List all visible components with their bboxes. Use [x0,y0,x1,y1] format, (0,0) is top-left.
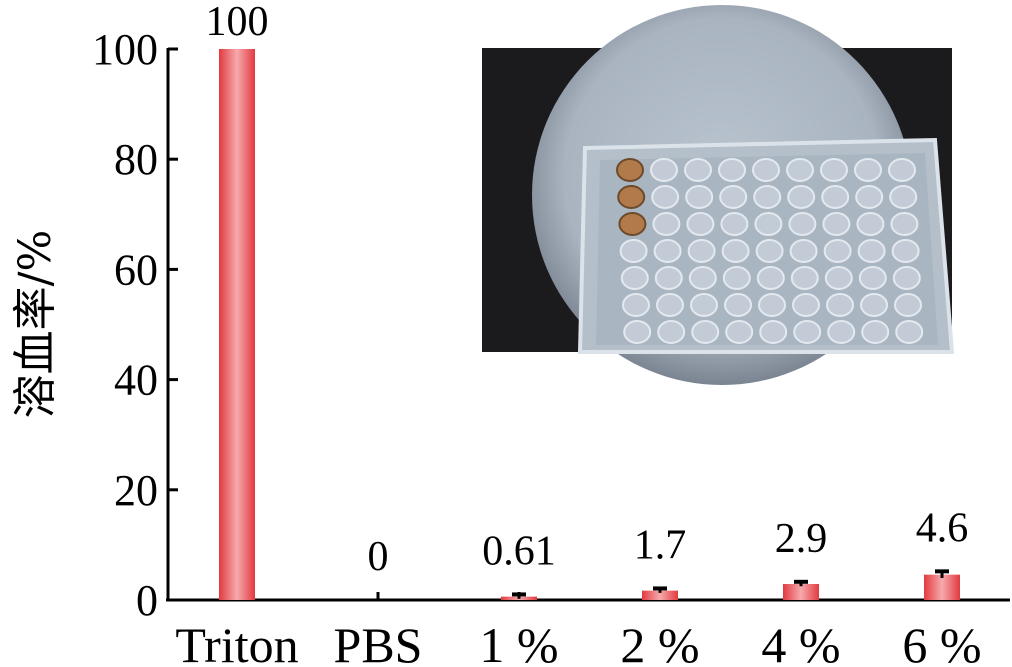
empty-well [690,293,718,317]
data-label: 2.9 [775,516,828,562]
empty-well [685,185,714,209]
bar [783,584,819,600]
empty-well [826,293,854,317]
data-label: 0.61 [482,528,556,574]
category-label: 6 % [902,617,981,667]
bar [642,590,678,600]
bar [219,49,255,600]
empty-well [652,212,681,236]
bars [219,49,960,600]
y-tick-label: 80 [114,135,158,184]
empty-well [651,185,680,209]
y-ticks: 0 20 40 60 80 100 [92,25,178,625]
empty-well [722,266,751,290]
bar [924,574,960,600]
empty-well [687,239,716,263]
empty-well [718,158,746,182]
empty-well [889,185,918,209]
empty-well [758,293,786,317]
category-label: PBS [334,617,423,667]
empty-well [657,320,686,344]
empty-well [827,320,856,344]
well-plate [577,137,955,354]
empty-well [656,293,684,317]
empty-well [891,239,920,263]
empty-well [822,212,851,236]
empty-well [860,293,888,317]
microplate-photo [482,5,955,385]
empty-well [686,212,715,236]
empty-well [888,158,916,182]
empty-well [720,212,749,236]
filled-well [616,158,644,182]
empty-well [854,158,882,182]
y-tick-label: 0 [136,576,158,625]
data-label: 100 [206,0,269,45]
empty-well [793,320,822,344]
y-tick-label: 40 [114,356,158,405]
empty-well [786,158,814,182]
empty-well [895,320,924,344]
empty-well [752,158,780,182]
value-labels: 100 0 0.61 1.7 2.9 4.6 [206,0,969,580]
y-tick-label: 100 [92,25,158,74]
empty-well [823,239,852,263]
empty-well [753,185,782,209]
y-tick-label: 60 [114,245,158,294]
empty-well [792,293,820,317]
empty-well [790,266,819,290]
empty-well [894,293,922,317]
empty-well [724,293,752,317]
empty-well [856,212,885,236]
empty-well [688,266,717,290]
empty-well [759,320,788,344]
empty-well [857,239,886,263]
empty-well [756,266,785,290]
empty-well [787,185,816,209]
empty-well [824,266,853,290]
empty-well [684,158,712,182]
empty-well [754,212,783,236]
empty-well [654,266,683,290]
empty-well [788,212,817,236]
well-grid [616,158,924,344]
empty-well [622,293,650,317]
y-axis-label: 溶血率/% [10,230,61,419]
empty-well [619,239,648,263]
empty-well [861,320,890,344]
empty-well [820,158,848,182]
category-label: Triton [175,617,298,667]
empty-well [691,320,720,344]
data-label: 1.7 [634,522,687,568]
empty-well [858,266,887,290]
category-label: 2 % [620,617,699,667]
category-labels: Triton PBS 1 % 2 % 4 % 6 % [175,617,981,667]
empty-well [890,212,919,236]
category-label: 4 % [761,617,840,667]
y-tick-label: 20 [114,466,158,515]
empty-well [623,320,652,344]
filled-well [617,185,646,209]
empty-well [653,239,682,263]
category-label: 1 % [479,617,558,667]
empty-well [650,158,678,182]
error-bars [512,569,949,599]
empty-well [725,320,754,344]
data-label: 0 [368,534,389,580]
empty-well [620,266,649,290]
empty-well [892,266,921,290]
empty-well [789,239,818,263]
empty-well [855,185,884,209]
data-label: 4.6 [916,505,969,551]
empty-well [721,239,750,263]
filled-well [618,212,647,236]
empty-well [719,185,748,209]
empty-well [755,239,784,263]
empty-well [821,185,850,209]
